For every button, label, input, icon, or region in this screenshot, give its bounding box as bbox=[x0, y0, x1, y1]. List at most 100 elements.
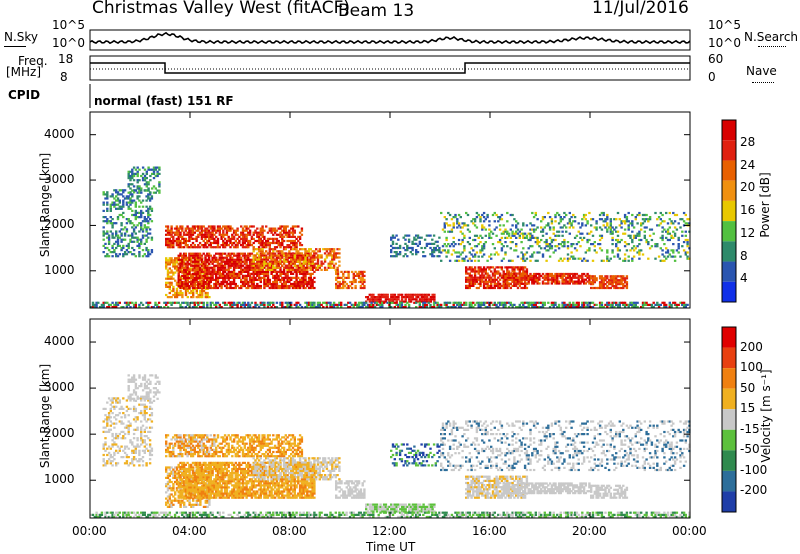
power-pixel bbox=[218, 246, 221, 249]
power-pixel bbox=[191, 264, 195, 267]
power-pixel bbox=[245, 237, 248, 240]
power-pixel bbox=[113, 303, 116, 306]
power-pixel bbox=[147, 181, 150, 184]
power-pixel bbox=[531, 245, 534, 248]
power-pixel bbox=[425, 306, 429, 309]
power-pixel bbox=[518, 234, 521, 237]
power-pixel bbox=[575, 306, 579, 309]
power-pixel bbox=[204, 272, 207, 275]
power-pixel bbox=[207, 278, 211, 281]
power-pixel bbox=[172, 244, 175, 247]
power-pixel bbox=[248, 274, 252, 277]
power-pixel bbox=[463, 301, 466, 304]
power-pixel bbox=[102, 203, 105, 206]
power-pixel bbox=[522, 306, 525, 309]
power-pixel bbox=[379, 303, 382, 306]
power-pixel bbox=[247, 272, 250, 275]
power-pixel bbox=[482, 286, 486, 290]
power-pixel bbox=[507, 272, 511, 276]
power-pixel bbox=[459, 306, 462, 309]
power-pixel bbox=[206, 266, 209, 269]
power-pixel bbox=[365, 301, 368, 304]
power-pixel bbox=[134, 172, 138, 175]
power-pixel bbox=[127, 177, 130, 180]
power-pixel bbox=[236, 272, 239, 275]
power-pixel bbox=[259, 278, 262, 281]
power-pixel bbox=[207, 276, 211, 279]
power-pixel bbox=[500, 259, 504, 262]
power-pixel bbox=[511, 259, 514, 262]
power-pixel bbox=[129, 183, 132, 186]
power-pixel bbox=[406, 249, 409, 252]
power-pixel bbox=[236, 252, 239, 255]
power-pixel bbox=[577, 276, 580, 279]
power-colorbar-tick: 16 bbox=[740, 203, 756, 217]
power-pixel bbox=[184, 266, 187, 269]
power-pixel bbox=[295, 248, 298, 251]
power-pixel bbox=[345, 270, 348, 273]
power-pixel bbox=[436, 244, 439, 247]
power-pixel bbox=[145, 226, 148, 229]
power-pixel bbox=[493, 272, 496, 275]
power-pixel bbox=[181, 266, 184, 269]
power-pixel bbox=[532, 306, 536, 309]
power-pixel bbox=[547, 280, 550, 283]
power-pixel bbox=[525, 301, 529, 304]
power-pixel bbox=[323, 301, 327, 304]
power-pixel bbox=[397, 246, 400, 250]
power-pixel bbox=[175, 257, 179, 260]
power-pixel bbox=[616, 275, 620, 278]
power-pixel bbox=[127, 246, 130, 250]
power-pixel bbox=[220, 237, 223, 240]
power-pixel bbox=[204, 287, 207, 290]
power-pixel bbox=[265, 250, 268, 253]
power-pixel bbox=[229, 266, 232, 269]
power-pixel bbox=[554, 274, 557, 277]
power-pixel bbox=[208, 296, 211, 299]
power-pixel bbox=[270, 262, 273, 265]
power-pixel bbox=[266, 280, 270, 284]
power-pixel bbox=[145, 246, 148, 250]
power-pixel bbox=[354, 270, 357, 273]
power-pixel bbox=[507, 274, 511, 277]
power-pixel bbox=[498, 224, 502, 227]
power-pixel bbox=[220, 268, 223, 271]
power-pixel bbox=[206, 282, 209, 286]
power-pixel bbox=[363, 278, 366, 281]
power-pixel bbox=[284, 280, 287, 284]
power-pixel bbox=[506, 230, 509, 233]
power-pixel bbox=[229, 280, 232, 284]
power-pixel bbox=[668, 232, 671, 235]
power-pixel bbox=[175, 261, 179, 264]
power-pixel bbox=[559, 272, 562, 276]
power-pixel bbox=[111, 255, 114, 258]
power-pixel bbox=[118, 199, 121, 202]
power-colorbar-tick: 12 bbox=[740, 225, 756, 240]
power-pixel bbox=[486, 213, 489, 217]
power-pixel bbox=[488, 274, 491, 277]
power-pixel bbox=[250, 252, 254, 255]
power-pixel bbox=[486, 282, 489, 285]
power-pixel bbox=[302, 286, 305, 290]
power-pixel bbox=[452, 241, 455, 244]
power-pixel bbox=[548, 245, 552, 248]
power-pixel bbox=[272, 280, 275, 284]
power-pixel bbox=[207, 244, 211, 247]
power-pixel bbox=[598, 243, 602, 246]
power-pixel bbox=[145, 209, 148, 212]
power-pixel bbox=[132, 172, 136, 175]
power-pixel bbox=[625, 216, 629, 219]
power-pixel bbox=[536, 259, 539, 262]
power-pixel bbox=[541, 255, 545, 258]
power-pixel bbox=[204, 246, 207, 249]
power-pixel bbox=[327, 254, 330, 257]
power-pixel bbox=[241, 227, 245, 230]
power-pixel bbox=[424, 296, 427, 299]
power-pixel bbox=[240, 237, 243, 240]
power-pixel bbox=[420, 296, 423, 299]
power-pixel bbox=[591, 281, 595, 284]
power-pixel bbox=[575, 234, 579, 237]
power-pixel bbox=[552, 303, 555, 306]
power-pixel bbox=[291, 268, 295, 271]
power-pixel bbox=[661, 238, 664, 242]
